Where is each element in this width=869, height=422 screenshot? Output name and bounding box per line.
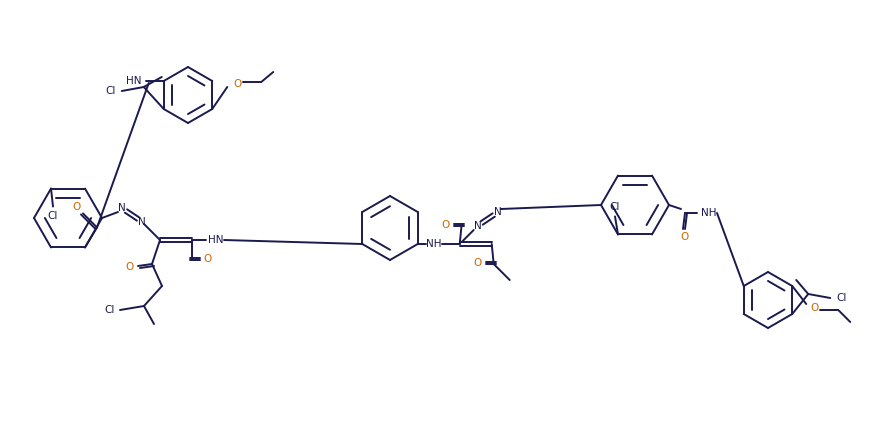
Text: Cl: Cl [104, 305, 115, 315]
Text: Cl: Cl [835, 293, 846, 303]
Text: HN: HN [208, 235, 223, 245]
Text: O: O [441, 220, 449, 230]
Text: N: N [474, 221, 481, 231]
Text: O: O [73, 203, 81, 212]
Text: Cl: Cl [105, 86, 116, 96]
Text: Cl: Cl [609, 203, 620, 212]
Text: N: N [138, 217, 146, 227]
Text: O: O [126, 262, 134, 272]
Text: HN: HN [126, 76, 142, 86]
Text: N: N [118, 203, 126, 213]
Text: NH: NH [700, 208, 716, 218]
Text: N: N [494, 207, 501, 217]
Text: NH: NH [426, 239, 441, 249]
Text: Cl: Cl [48, 211, 58, 221]
Text: O: O [680, 232, 688, 242]
Text: O: O [203, 254, 212, 264]
Text: O: O [809, 303, 818, 313]
Text: O: O [473, 258, 481, 268]
Text: O: O [233, 79, 241, 89]
